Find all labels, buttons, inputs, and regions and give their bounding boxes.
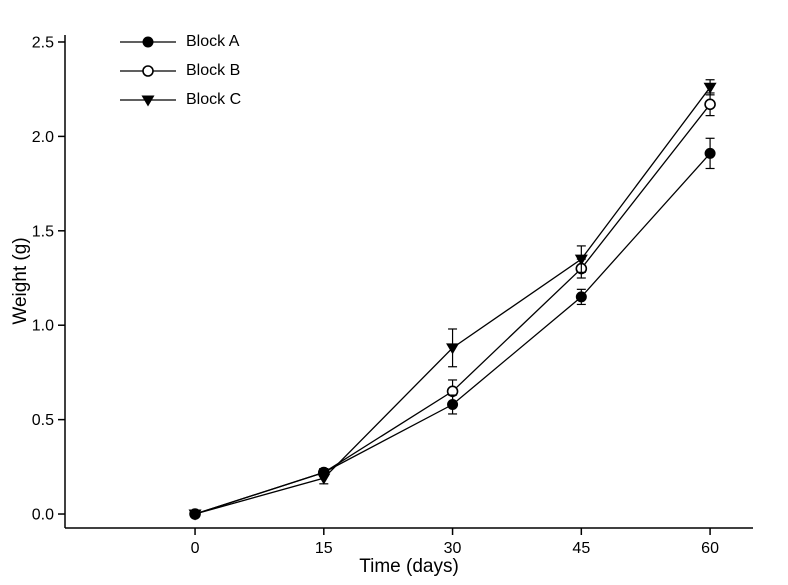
legend-label-block-a: Block A	[186, 32, 240, 50]
legend-entry-block-b: Block B	[119, 59, 241, 82]
series-block-b	[189, 92, 716, 520]
y-tick-label: 0.5	[32, 412, 54, 429]
legend-label-block-b: Block B	[186, 61, 241, 79]
y-axis-title: Weight (g)	[10, 237, 31, 325]
x-tick-label: 15	[315, 540, 333, 557]
filled-triangle-down-marker-icon	[120, 95, 176, 106]
x-tick-label: 30	[444, 540, 462, 557]
legend-entry-block-c: Block C	[119, 88, 241, 111]
axes	[58, 35, 753, 535]
x-tick-label: 60	[701, 540, 719, 557]
x-tick-label: 45	[572, 540, 590, 557]
legend-entry-block-a: Block A	[119, 30, 241, 53]
y-tick-label: 1.5	[32, 223, 54, 240]
chart-legend: Block A Block B Block C	[119, 30, 241, 111]
y-tick-label: 2.5	[32, 34, 54, 51]
x-tick-label: 0	[191, 540, 200, 557]
y-tick-label: 1.0	[32, 318, 54, 335]
series-block-a	[189, 137, 716, 520]
filled-circle-marker-icon	[120, 36, 176, 47]
y-tick-label: 2.0	[32, 129, 54, 146]
tick-labels: 0.0 0.5 1.0 1.5 2.0 2.5 0 15 30 45 60	[32, 34, 719, 557]
open-circle-marker-icon	[120, 64, 176, 77]
legend-label-block-c: Block C	[186, 90, 242, 108]
x-axis-title: Time (days)	[359, 556, 459, 577]
series-block-c	[188, 79, 717, 521]
y-tick-label: 0.0	[32, 507, 54, 524]
